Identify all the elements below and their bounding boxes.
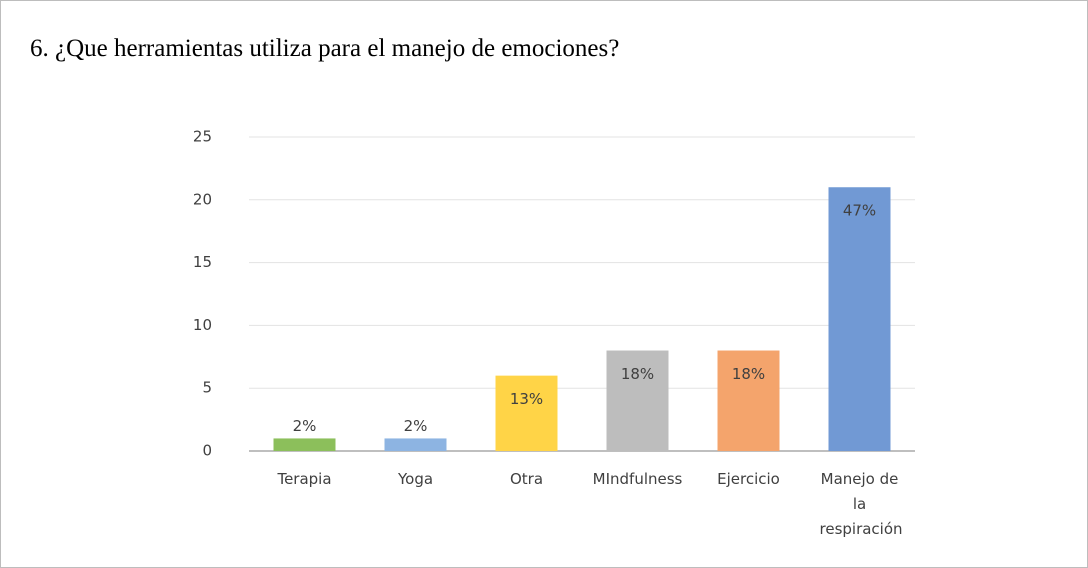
data-label: 47%: [843, 202, 876, 220]
bar: [495, 375, 558, 451]
y-tick-label: 0: [202, 442, 212, 460]
x-tick-label: Ejercicio: [717, 470, 780, 488]
y-tick-label: 15: [193, 253, 212, 271]
data-label: 2%: [404, 417, 428, 435]
y-tick-label: 25: [193, 128, 212, 146]
data-label: 13%: [510, 390, 543, 408]
y-tick-label: 20: [193, 190, 212, 208]
data-label: 18%: [621, 365, 654, 383]
bar: [273, 438, 336, 451]
bar: [828, 187, 891, 452]
y-tick-label: 5: [202, 379, 212, 397]
data-label: 2%: [293, 417, 317, 435]
x-tick-label: Yoga: [397, 470, 434, 488]
data-label: 18%: [732, 365, 765, 383]
bar: [606, 350, 669, 451]
x-tick-label: Otra: [509, 470, 544, 488]
y-tick-label: 10: [193, 316, 212, 334]
chart-title: 6. ¿Que herramientas utiliza para el man…: [30, 35, 619, 62]
x-tick-label: Terapia: [277, 470, 332, 488]
bar: [384, 438, 447, 451]
bar: [717, 350, 780, 451]
x-tick-label: Manejo de la respiración: [819, 470, 903, 538]
x-tick-label: MIndfulness: [592, 470, 683, 488]
